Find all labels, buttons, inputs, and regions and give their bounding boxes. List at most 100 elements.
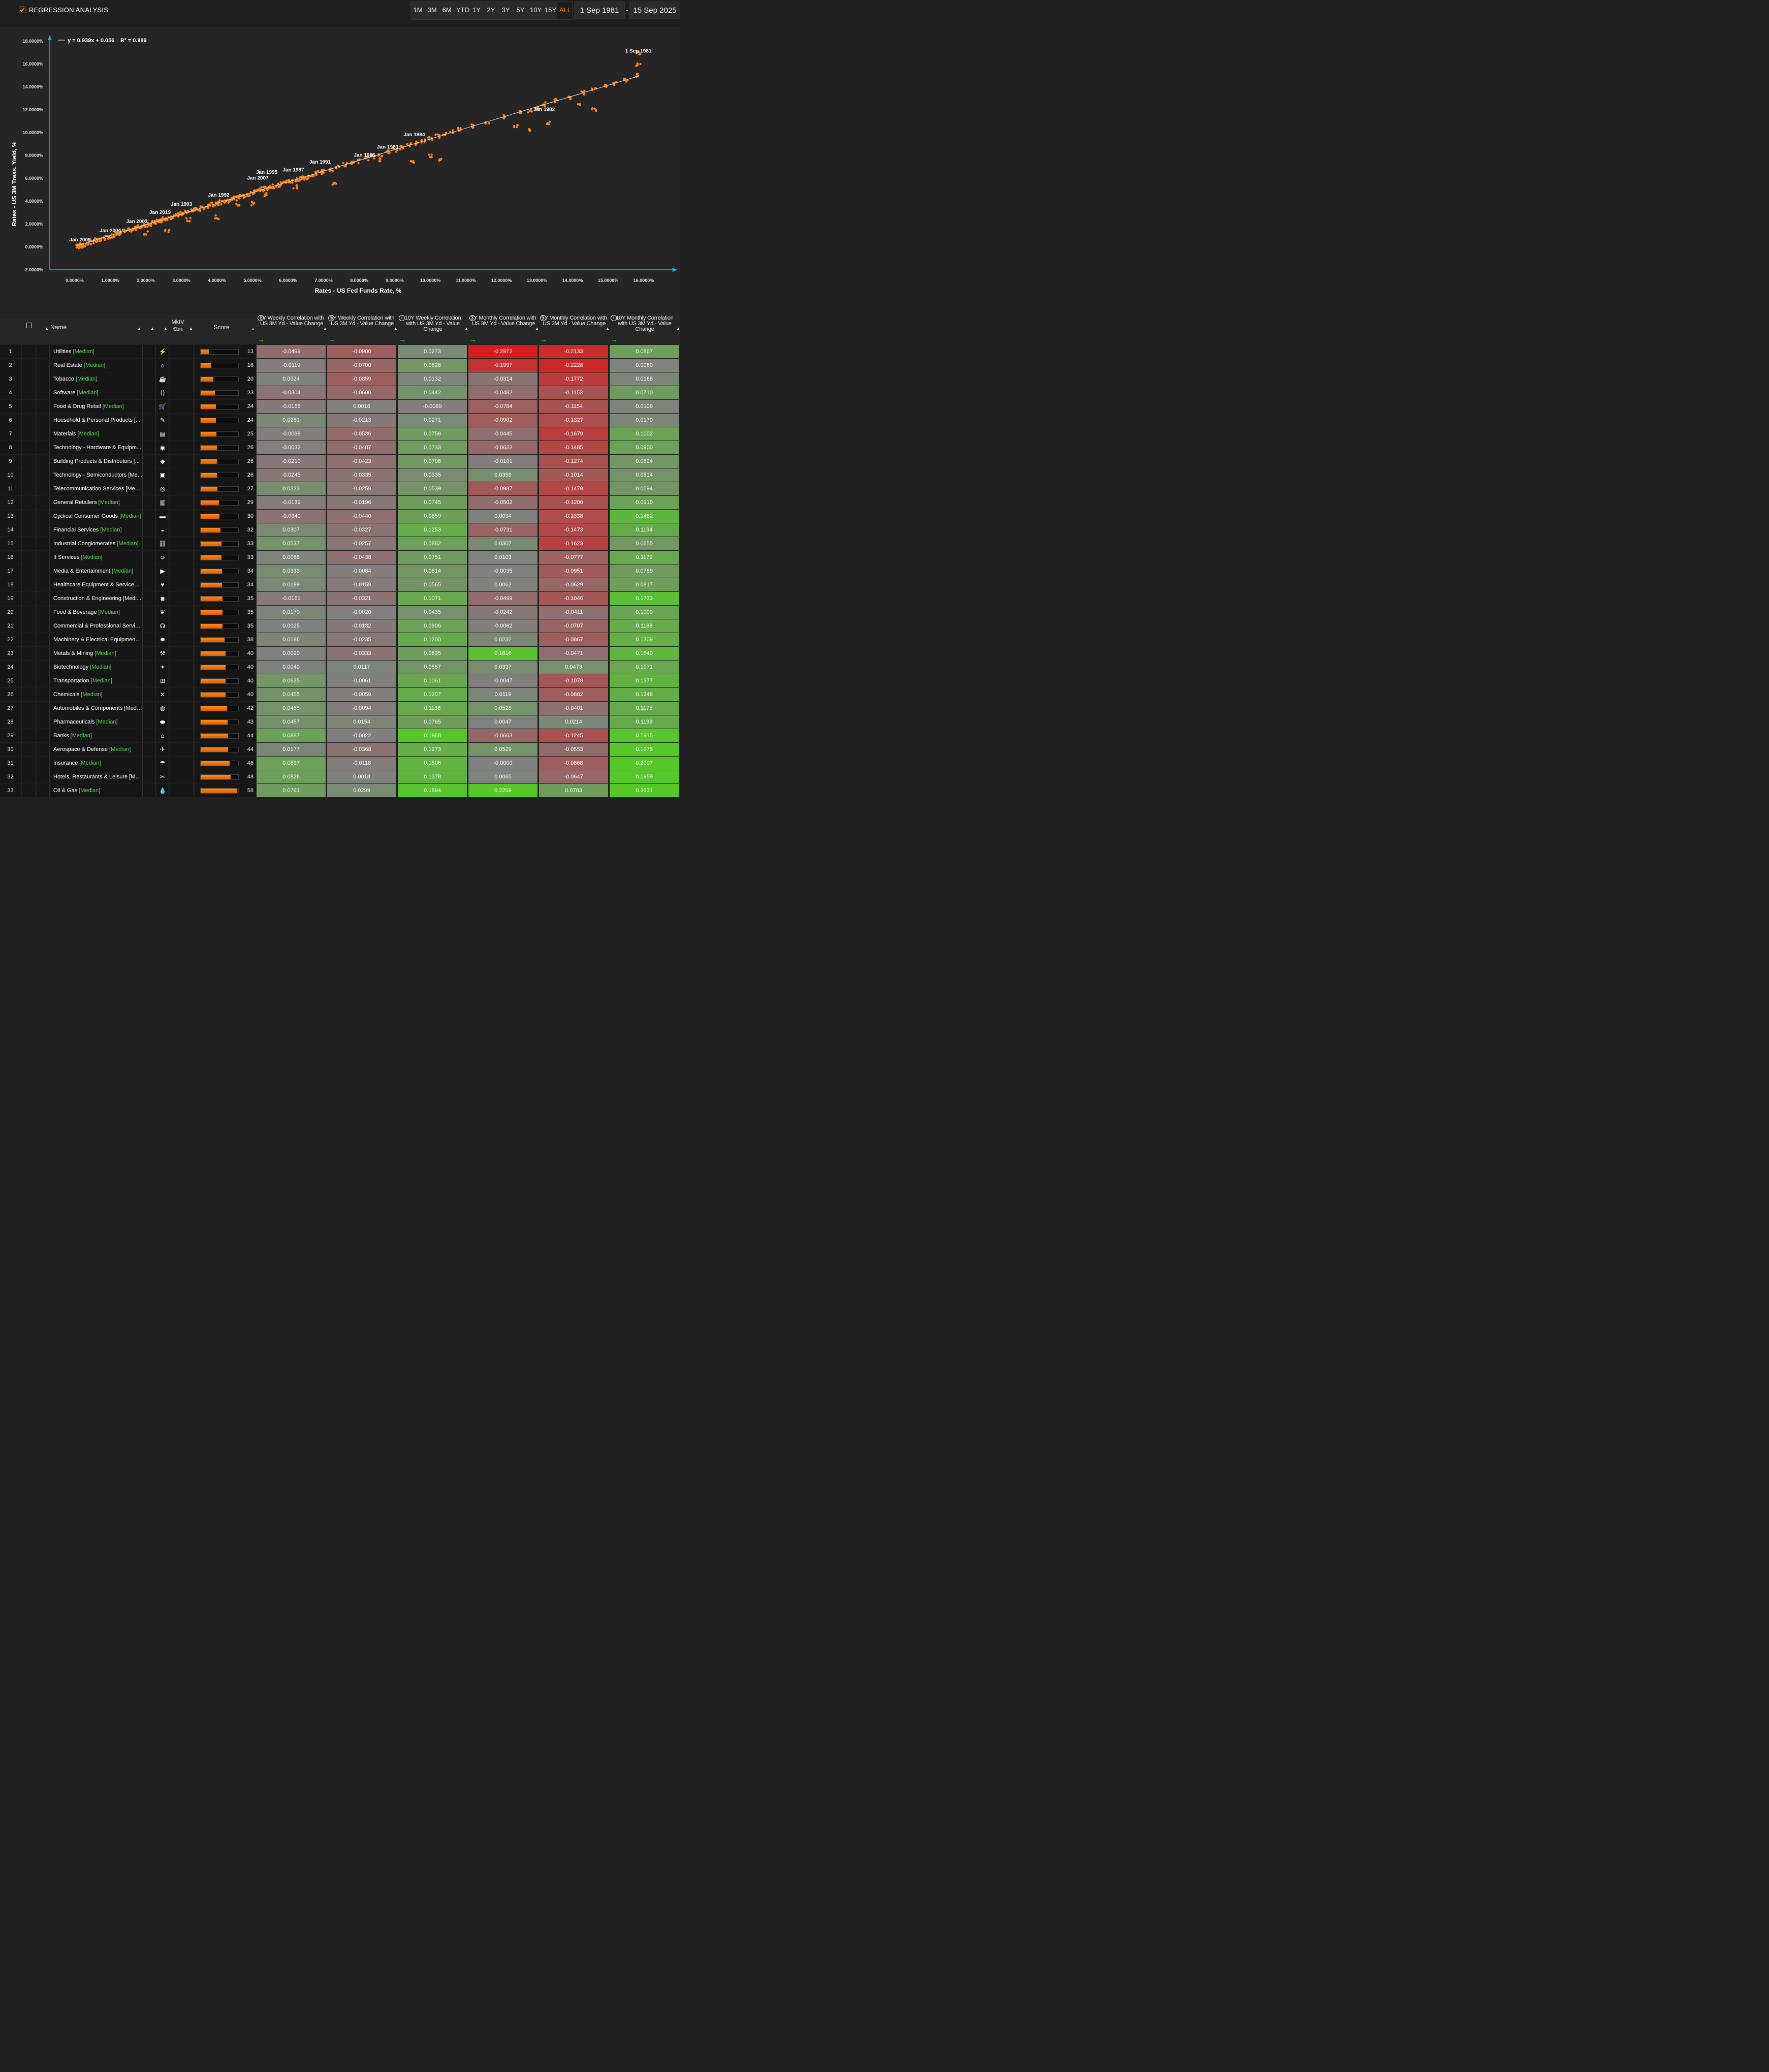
table-row[interactable]: 27 Automobiles & Components [Medi... ◍ 42 0.… [0,702,680,715]
row-name[interactable]: Real Estate [Median] [50,359,143,372]
row-name[interactable]: General Retailers [Median] [50,496,143,509]
row-name[interactable]: Media & Entertainment [Median] [50,564,143,578]
row-name[interactable]: Metals & Mining [Median] [50,647,143,660]
sort-metric-icon[interactable]: ▲ [394,326,398,331]
range-button-10y[interactable]: 10Y [530,6,542,14]
range-button-5y[interactable]: 5Y [516,6,525,14]
table-row[interactable]: 13 Cyclical Consumer Goods [Median] ▬ 30 -0.… [0,510,680,523]
table-row[interactable]: 10 Technology - Semiconductors [Me... ▣ 26-… [0,468,680,482]
sort-score-icon[interactable]: ▲ [251,326,255,331]
row-name[interactable]: Telecommunication Services [Med... [50,482,143,495]
row-name[interactable]: Banks [Median] [50,729,143,742]
table-row[interactable]: 24 Biotechnology [Median] ✦ 40 0.0040 0.0117 0… [0,661,680,674]
info-icon[interactable]: i [611,315,617,321]
col-metric-5[interactable]: 5Y Monthly Correlation with US 3M Yd - V… [541,315,607,327]
row-name[interactable]: Household & Personal Products [... [50,414,143,427]
row-name[interactable]: Cyclical Consumer Goods [Median] [50,510,143,523]
date-to-field[interactable]: 15 Sep 2025 [629,2,680,19]
table-row[interactable]: 2 Real Estate [Median] ⌂ 16 -0.0119 -0.0700 0.… [0,359,680,372]
table-row[interactable]: 16 It Services [Median] ☺ 33 0.0086 -0.0438 0.… [0,551,680,564]
row-name[interactable]: Utilities [Median] [50,345,143,358]
row-name[interactable]: Machinery & Electrical Equipment ... [50,633,143,646]
range-button-3y[interactable]: 3Y [501,6,510,14]
table-row[interactable]: 5 Food & Drug Retail [Median] 🛒 24 -0.0166 0.… [0,400,680,413]
info-icon[interactable]: i [540,315,546,321]
col-score[interactable]: Score [213,324,230,331]
row-name[interactable]: Industrial Conglomerates [Median] [50,537,143,550]
row-name[interactable]: Automobiles & Components [Medi... [50,702,143,715]
row-name[interactable]: Materials [Median] [50,427,143,441]
table-row[interactable]: 1 Utilities [Median] ⚡ 13 -0.0499 -0.0900 0.02… [0,345,680,358]
row-name[interactable]: Chemicals [Median] [50,688,143,701]
range-button-2y[interactable]: 2Y [487,6,495,14]
row-name[interactable]: Financial Services [Median] [50,523,143,537]
info-icon[interactable]: i [399,315,405,321]
row-name[interactable]: Transportation [Median] [50,674,143,687]
info-icon[interactable]: i [469,315,476,321]
table-row[interactable]: 14 Financial Services [Median] ◒ 32 0.0307 -0… [0,523,680,537]
table-row[interactable]: 11 Telecommunication Services [Med... ◎ 27 0… [0,482,680,495]
row-name[interactable]: Pharmaceuticals [Median] [50,715,143,729]
row-name[interactable]: Commercial & Professional Servic... [50,619,143,633]
col-metric-6[interactable]: 10Y Monthly Correlation with US 3M Yd - … [616,315,674,332]
table-row[interactable]: 18 Healthcare Equipment & Services ... ♥ 34… [0,578,680,591]
col-metric-3[interactable]: 10Y Weekly Correlation with US 3M Yd - V… [404,315,461,332]
col-name[interactable]: Name [50,324,67,331]
sort-name-icon[interactable]: ▲ [45,326,49,331]
row-name[interactable]: Food & Drug Retail [Median] [50,400,143,413]
sort-icon[interactable]: ▲ [137,326,141,331]
table-row[interactable]: 28 Pharmaceuticals [Median] ⬬ 43 0.0457 0.015… [0,715,680,729]
range-button-1y[interactable]: 1Y [472,6,481,14]
sort-metric-icon[interactable]: ▲ [464,326,468,331]
range-button-6m[interactable]: 6M [442,6,452,14]
range-button-15y[interactable]: 15Y [545,6,557,14]
col-metric-4[interactable]: 3Y Monthly Correlation with US 3M Yd - V… [470,315,536,327]
range-button-all[interactable]: ALL [557,2,572,19]
col-metric-2[interactable]: 5Y Weekly Correlation with US 3M Yd - Va… [330,315,395,327]
row-name[interactable]: Oil & Gas [Median] [50,784,143,797]
date-from-field[interactable]: 1 Sep 1981 [574,2,625,19]
table-row[interactable]: 7 Materials [Median] ▤ 25 -0.0088 -0.0536 0.07… [0,427,680,441]
table-row[interactable]: 4 Software [Median] ⟨⟩ 23 -0.0304 -0.0600 0.04… [0,386,680,399]
table-row[interactable]: 8 Technology - Hardware & Equipm... ◉ 26 -0.… [0,441,680,454]
info-icon[interactable]: i [328,315,334,321]
table-row[interactable]: 9 Building Products & Distributors [... ◆ 2… [0,455,680,468]
row-name[interactable]: Construction & Engineering [Medi... [50,592,143,605]
sort-metric-icon[interactable]: ▲ [535,326,539,331]
table-row[interactable]: 19 Construction & Engineering [Medi... ◙ 35… [0,592,680,605]
select-all-checkbox[interactable] [26,323,32,328]
table-row[interactable]: 30 Aerospace & Defense [Median] ✈ 44 0.0177-… [0,743,680,756]
table-row[interactable]: 25 Transportation [Median] ⊞ 40 0.0625 -0.006… [0,674,680,687]
sort-mktv-icon[interactable]: ▲ [189,326,193,331]
table-row[interactable]: 17 Media & Entertainment [Median] ▶ 34 0.033… [0,564,680,578]
sort-icon[interactable]: ▲ [164,326,168,331]
range-button-3m[interactable]: 3M [427,6,437,14]
sort-metric-icon[interactable]: ▲ [606,326,610,331]
table-row[interactable]: 23 Metals & Mining [Median] ⚒ 40 0.0020 -0.03… [0,647,680,660]
regression-checkbox[interactable] [19,7,25,13]
col-metric-1[interactable]: 3Y Weekly Correlation with US 3M Yd - Va… [259,315,324,327]
row-name[interactable]: Technology - Semiconductors [Me... [50,468,143,482]
table-row[interactable]: 32 Hotels, Restaurants & Leisure [Me... ✂ 4… [0,770,680,783]
range-button-ytd[interactable]: YTD [456,6,469,14]
table-row[interactable]: 20 Food & Beverage [Median] ❦ 35 0.0179 -0.00… [0,606,680,619]
row-name[interactable]: Aerospace & Defense [Median] [50,743,143,756]
sort-metric-icon[interactable]: ▲ [676,326,680,331]
row-name[interactable]: Biotechnology [Median] [50,661,143,674]
range-button-1m[interactable]: 1M [413,6,423,14]
row-name[interactable]: Software [Median] [50,386,143,399]
row-name[interactable]: Insurance [Median] [50,757,143,770]
table-row[interactable]: 6 Household & Personal Products [... ✎ 24 0.… [0,414,680,427]
row-name[interactable]: Food & Beverage [Median] [50,606,143,619]
row-name[interactable]: Hotels, Restaurants & Leisure [Me... [50,770,143,783]
table-row[interactable]: 29 Banks [Median] ⌂ 44 0.0887 -0.0022 0.1968 -0… [0,729,680,742]
table-row[interactable]: 26 Chemicals [Median] ✕ 40 0.0455 -0.0059 0.12… [0,688,680,701]
table-row[interactable]: 15 Industrial Conglomerates [Median] ⛓ 33 0.… [0,537,680,550]
table-row[interactable]: 3 Tobacco [Median] ☕ 20 0.0024 -0.0859 0.0132-… [0,372,680,386]
table-row[interactable]: 12 General Retailers [Median] ▥ 29 -0.0139 -0… [0,496,680,509]
col-mktv[interactable]: MktV €bn [171,319,184,332]
info-icon[interactable]: i [258,315,264,321]
row-name[interactable]: Tobacco [Median] [50,372,143,386]
table-row[interactable]: 33 Oil & Gas [Median] 💧 58 0.0761 0.0299 0.189… [0,784,680,797]
row-name[interactable]: Healthcare Equipment & Services ... [50,578,143,591]
